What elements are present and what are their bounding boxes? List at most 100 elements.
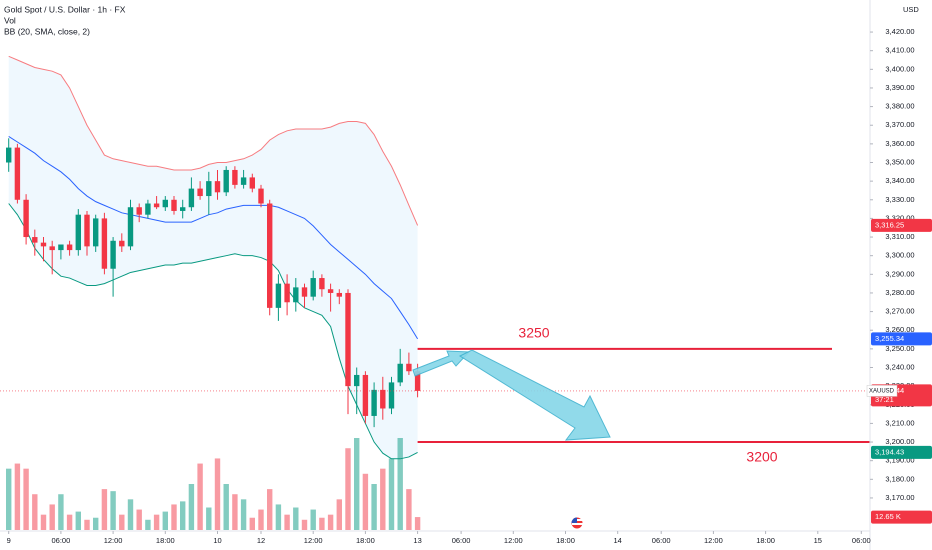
candle-body [310,278,316,297]
x-tick-label: 18:00 [756,536,775,545]
volume-bar [371,484,377,530]
candle-body [293,287,299,303]
y-tick-label: 3,380.00 [885,102,914,111]
volume-bar [310,509,316,530]
volume-bar [380,468,386,530]
volume-bar [414,517,421,530]
currency: USD [903,5,919,14]
countdown: 37:21 [875,395,894,404]
indicator-label: Vol [4,15,16,25]
y-tick-label: 3,180.00 [885,474,914,483]
candle-body [214,181,221,193]
y-tick-label: 3,370.00 [885,120,914,129]
y-tick-label: 3,270.00 [885,307,914,316]
x-tick-label: 18:00 [556,536,575,545]
candle-body [153,203,160,208]
volume-bar [267,489,273,530]
chart-title: Gold Spot / U.S. Dollar · 1h · FX [4,4,126,14]
candle-body [136,207,142,215]
y-tick-label: 3,340.00 [885,176,914,185]
symbol-badge [866,385,898,397]
candle-body [275,283,282,308]
x-tick-label: 12:00 [304,536,323,545]
volume-bar [58,494,64,530]
volume-bar [397,438,403,530]
volume-bar [345,448,351,530]
volume-badge [871,510,932,524]
volume-bar [240,499,247,530]
volume-bar [188,484,195,530]
candle-body [267,203,273,308]
x-tick-label: 12:00 [104,536,123,545]
candle-body [371,389,377,416]
volume-bar [110,491,116,530]
y-tick-label: 3,300.00 [885,251,914,260]
volume-bar [362,473,369,530]
volume-bar [327,514,334,530]
candle-body [284,283,290,303]
y-tick-label: 3,240.00 [885,362,914,371]
volume-bar [249,517,255,530]
band-fill [8,56,418,459]
x-tick-label: 12:00 [704,536,723,545]
candle-body [101,218,108,269]
candle-body [75,214,81,251]
x-tick-label: 10 [213,536,221,545]
volume-bar [153,514,160,530]
volume-bar [388,458,395,530]
band-line [8,203,418,460]
flag-icon [571,517,583,529]
y-tick-label: 3,350.00 [885,157,914,166]
x-tick-label: 9 [7,536,11,545]
x-tick-label: 06:00 [652,536,671,545]
candle-body [110,240,116,269]
volume-bar [406,489,412,530]
candle-body [319,278,325,290]
candle-body [249,177,255,189]
indicator-label: BB (20, SMA, close, 2) [4,26,90,36]
x-tick-label: 18:00 [356,536,375,545]
y-tick-label: 3,390.00 [885,83,914,92]
candle-body [145,203,151,215]
candle-body [232,169,238,185]
volume-bar [84,519,90,530]
candle-body [336,292,342,297]
candle-body [240,177,247,185]
candle-body [6,147,12,163]
volume-bar [180,501,186,530]
candle-body [380,389,386,409]
level-label: 3250 [518,325,549,341]
candle-body [223,169,229,193]
volume-bar [284,514,290,530]
volume-bar [101,489,108,530]
candle-body [23,199,29,238]
volume-bar [93,517,99,530]
y-tick-label: 3,260.00 [885,325,914,334]
candle-body [206,181,212,197]
volume-bar [354,438,360,530]
candle-body [119,240,125,247]
candle-body [388,382,395,409]
x-tick-label: 06:00 [452,536,471,545]
price-badge-label: 3,316.25 [875,220,904,229]
candle-body [197,188,203,197]
y-tick-label: 3,250.00 [885,344,914,353]
volume-bar [32,494,38,530]
arrow-up [412,350,471,377]
x-tick-label: 06:00 [52,536,71,545]
y-tick-label: 3,310.00 [885,232,914,241]
x-tick-label: 12 [257,536,265,545]
price-badge [871,218,932,232]
y-tick-label: 3,360.00 [885,139,914,148]
y-tick-label: 3,420.00 [885,27,914,36]
candle-body [397,363,403,383]
volume-layer [6,438,421,530]
candle-body [406,363,412,372]
volume-bar [275,504,282,530]
y-tick-label: 3,190.00 [885,456,914,465]
candle-body [188,188,195,208]
y-tick-label: 3,290.00 [885,269,914,278]
volume-bar [336,499,342,530]
